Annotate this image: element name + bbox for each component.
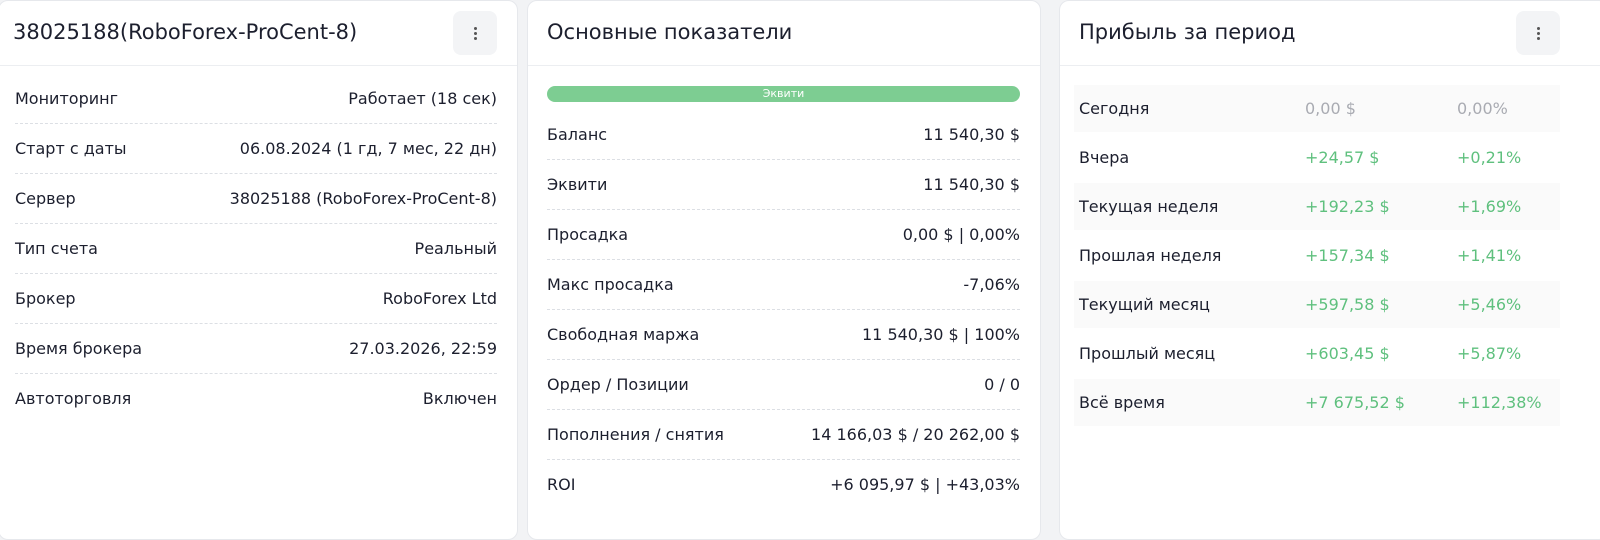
period-label: Текущий месяц <box>1079 295 1210 314</box>
row-label: Эквити <box>547 174 608 194</box>
menu-button[interactable] <box>1516 11 1560 55</box>
metric-row: Макс просадка -7,06% <box>547 259 1020 310</box>
profit-percent: +1,69% <box>1457 197 1522 216</box>
info-row: Брокер RoboForex Ltd <box>15 273 497 324</box>
account-card: 38025188(RoboForex-ProCent-8) Мониторинг… <box>0 0 518 540</box>
row-label: Тип счета <box>15 238 98 258</box>
card-title: 38025188(RoboForex-ProCent-8) <box>13 20 358 44</box>
profit-percent: +112,38% <box>1457 393 1542 412</box>
period-label: Вчера <box>1079 148 1130 167</box>
row-value: RoboForex Ltd <box>382 288 497 308</box>
profit-row: Текущий месяц +597,58 $ +5,46% <box>1074 281 1560 328</box>
profit-row: Всё время +7 675,52 $ +112,38% <box>1074 379 1560 426</box>
metrics-card: Основные показатели Эквити Баланс 11 540,… <box>527 0 1041 540</box>
row-label: Время брокера <box>15 338 143 358</box>
card-header: Основные показатели <box>528 1 1040 66</box>
row-label: Старт с даты <box>15 138 127 158</box>
profit-card: Прибыль за период Сегодня 0,00 $ 0,00% Вчер… <box>1059 0 1600 540</box>
period-label: Прошлый месяц <box>1079 344 1216 363</box>
row-value: -7,06% <box>963 274 1020 294</box>
profit-amount: +603,45 $ <box>1305 344 1390 363</box>
row-value: Реальный <box>414 238 497 258</box>
profit-percent: +5,46% <box>1457 295 1522 314</box>
info-row: Сервер 38025188 (RoboForex-ProCent-8) <box>15 173 497 224</box>
row-value: 14 166,03 $ / 20 262,00 $ <box>811 424 1020 444</box>
card-header: Прибыль за период <box>1060 1 1600 66</box>
row-value: 38025188 (RoboForex-ProCent-8) <box>229 188 497 208</box>
info-row: Мониторинг Работает (18 сек) <box>15 73 497 124</box>
metric-row: Эквити 11 540,30 $ <box>547 159 1020 210</box>
profit-percent: 0,00% <box>1457 99 1508 118</box>
period-label: Сегодня <box>1079 99 1150 118</box>
row-value: 0,00 $ | 0,00% <box>902 224 1020 244</box>
row-value: 27.03.2026, 22:59 <box>349 338 497 358</box>
row-value: Работает (18 сек) <box>348 88 497 108</box>
row-label: Ордер / Позиции <box>547 374 689 394</box>
info-row: Время брокера 27.03.2026, 22:59 <box>15 323 497 374</box>
row-value: 0 / 0 <box>984 374 1020 394</box>
period-label: Текущая неделя <box>1079 197 1219 216</box>
profit-percent: +1,41% <box>1457 246 1522 265</box>
profit-row: Текущая неделя +192,23 $ +1,69% <box>1074 183 1560 230</box>
card-title: Основные показатели <box>547 20 793 44</box>
menu-button[interactable] <box>453 11 497 55</box>
row-label: Свободная маржа <box>547 324 700 344</box>
equity-bar: Эквити <box>547 86 1020 102</box>
row-label: Просадка <box>547 224 629 244</box>
profit-amount: +597,58 $ <box>1305 295 1390 314</box>
profit-row: Сегодня 0,00 $ 0,00% <box>1074 85 1560 132</box>
info-row: Автоторговля Включен <box>15 373 497 423</box>
info-row: Старт с даты 06.08.2024 (1 гд, 7 мес, 22 … <box>15 123 497 174</box>
profit-amount: +24,57 $ <box>1305 148 1380 167</box>
card-header: 38025188(RoboForex-ProCent-8) <box>0 1 517 66</box>
profit-row: Прошлая неделя +157,34 $ +1,41% <box>1074 232 1560 279</box>
metric-row: Свободная маржа 11 540,30 $ | 100% <box>547 309 1020 360</box>
row-label: Пополнения / снятия <box>547 424 724 444</box>
card-title: Прибыль за период <box>1079 20 1296 44</box>
row-label: Брокер <box>15 288 76 308</box>
profit-percent: +0,21% <box>1457 148 1522 167</box>
row-value: 11 540,30 $ <box>923 174 1020 194</box>
row-label: ROI <box>547 474 576 494</box>
profit-amount: +192,23 $ <box>1305 197 1390 216</box>
metric-row: Ордер / Позиции 0 / 0 <box>547 359 1020 410</box>
row-value: +6 095,97 $ | +43,03% <box>830 474 1020 494</box>
period-label: Всё время <box>1079 393 1165 412</box>
row-value: 11 540,30 $ <box>923 124 1020 144</box>
row-label: Автоторговля <box>15 388 132 408</box>
profit-row: Вчера +24,57 $ +0,21% <box>1074 134 1560 181</box>
profit-amount: +7 675,52 $ <box>1305 393 1405 412</box>
profit-row: Прошлый месяц +603,45 $ +5,87% <box>1074 330 1560 377</box>
profit-amount: 0,00 $ <box>1305 99 1356 118</box>
metric-row: ROI +6 095,97 $ | +43,03% <box>547 459 1020 509</box>
row-label: Мониторинг <box>15 88 118 108</box>
info-row: Тип счета Реальный <box>15 223 497 274</box>
profit-percent: +5,87% <box>1457 344 1522 363</box>
row-value: 06.08.2024 (1 гд, 7 мес, 22 дн) <box>239 138 497 158</box>
period-label: Прошлая неделя <box>1079 246 1222 265</box>
row-label: Макс просадка <box>547 274 674 294</box>
profit-amount: +157,34 $ <box>1305 246 1390 265</box>
metric-row: Баланс 11 540,30 $ <box>547 109 1020 160</box>
row-value: Включен <box>422 388 497 408</box>
row-label: Сервер <box>15 188 76 208</box>
metric-row: Просадка 0,00 $ | 0,00% <box>547 209 1020 260</box>
metric-row: Пополнения / снятия 14 166,03 $ / 20 262,… <box>547 409 1020 460</box>
row-value: 11 540,30 $ | 100% <box>862 324 1020 344</box>
row-label: Баланс <box>547 124 608 144</box>
